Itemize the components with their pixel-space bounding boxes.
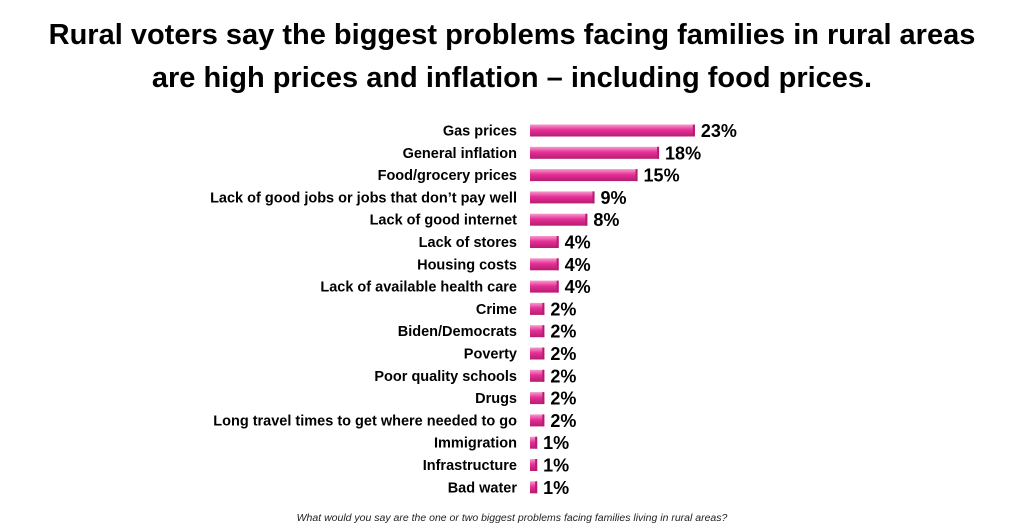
bars-group: Gas prices 23% General inflation 18% Food/gr… bbox=[210, 121, 737, 498]
bar bbox=[530, 236, 559, 248]
bar-edge bbox=[542, 369, 545, 382]
bar-edge bbox=[635, 169, 638, 182]
value-label: 2% bbox=[550, 389, 576, 409]
bar bbox=[530, 436, 538, 449]
category-label: Lack of good jobs or jobs that don’t pay… bbox=[210, 190, 517, 206]
bar-edge bbox=[542, 347, 545, 360]
chart-subtitle: are high prices and inflation – includin… bbox=[151, 62, 873, 94]
bar bbox=[530, 169, 638, 182]
value-label: 1% bbox=[543, 456, 569, 476]
category-label: Housing costs bbox=[417, 257, 517, 273]
bar bbox=[530, 481, 538, 494]
value-label: 23% bbox=[701, 121, 737, 141]
bar bbox=[530, 146, 660, 159]
value-label: 18% bbox=[665, 143, 701, 163]
category-label: Biden/Democrats bbox=[398, 324, 517, 340]
category-label: Immigration bbox=[434, 436, 517, 452]
value-label: 2% bbox=[550, 366, 576, 386]
bar-edge bbox=[556, 236, 559, 248]
value-label: 1% bbox=[543, 433, 569, 453]
bar-edge bbox=[657, 146, 660, 159]
bar bbox=[530, 369, 545, 382]
bar bbox=[530, 459, 538, 471]
bar bbox=[530, 414, 545, 427]
value-label: 8% bbox=[593, 210, 619, 230]
category-label: Lack of good internet bbox=[370, 213, 518, 229]
bar bbox=[530, 213, 588, 226]
category-label: Poverty bbox=[464, 347, 517, 363]
category-label: Food/grocery prices bbox=[378, 168, 517, 184]
category-label: Bad water bbox=[448, 480, 518, 496]
bar bbox=[530, 191, 595, 204]
value-label: 4% bbox=[565, 233, 591, 253]
bar-edge bbox=[692, 124, 695, 137]
chart-title: Rural voters say the biggest problems fa… bbox=[48, 19, 976, 51]
bar bbox=[530, 124, 695, 137]
value-label: 1% bbox=[543, 478, 569, 498]
bar-edge bbox=[535, 459, 538, 471]
value-label: 4% bbox=[565, 255, 591, 275]
category-label: Lack of available health care bbox=[320, 280, 517, 296]
bar bbox=[530, 280, 559, 293]
value-label: 2% bbox=[550, 344, 576, 364]
bar-edge bbox=[556, 280, 559, 293]
survey-question-footnote: What would you say are the one or two bi… bbox=[296, 512, 728, 524]
value-label: 2% bbox=[550, 299, 576, 319]
bar-edge bbox=[542, 414, 545, 427]
bar-edge bbox=[556, 258, 559, 271]
value-label: 2% bbox=[550, 411, 576, 431]
bar-edge bbox=[542, 302, 545, 315]
bar-edge bbox=[592, 191, 595, 204]
category-label: General inflation bbox=[403, 146, 517, 162]
value-label: 4% bbox=[565, 277, 591, 297]
category-label: Gas prices bbox=[443, 124, 517, 140]
bar bbox=[530, 325, 545, 338]
category-label: Poor quality schools bbox=[374, 369, 517, 385]
bar-edge bbox=[585, 213, 588, 226]
bar bbox=[530, 302, 545, 315]
category-label: Drugs bbox=[475, 391, 517, 407]
bar bbox=[530, 258, 559, 271]
bar-edge bbox=[542, 325, 545, 338]
value-label: 15% bbox=[644, 166, 680, 186]
bar-edge bbox=[535, 481, 538, 494]
category-label: Long travel times to get where needed to… bbox=[213, 413, 517, 429]
bar-edge bbox=[542, 392, 545, 405]
category-label: Lack of stores bbox=[419, 235, 517, 251]
category-label: Crime bbox=[476, 302, 517, 318]
bar bbox=[530, 347, 545, 360]
bar bbox=[530, 392, 545, 405]
value-label: 2% bbox=[550, 322, 576, 342]
value-label: 9% bbox=[601, 188, 627, 208]
bar-edge bbox=[535, 436, 538, 449]
category-label: Infrastructure bbox=[423, 458, 517, 474]
